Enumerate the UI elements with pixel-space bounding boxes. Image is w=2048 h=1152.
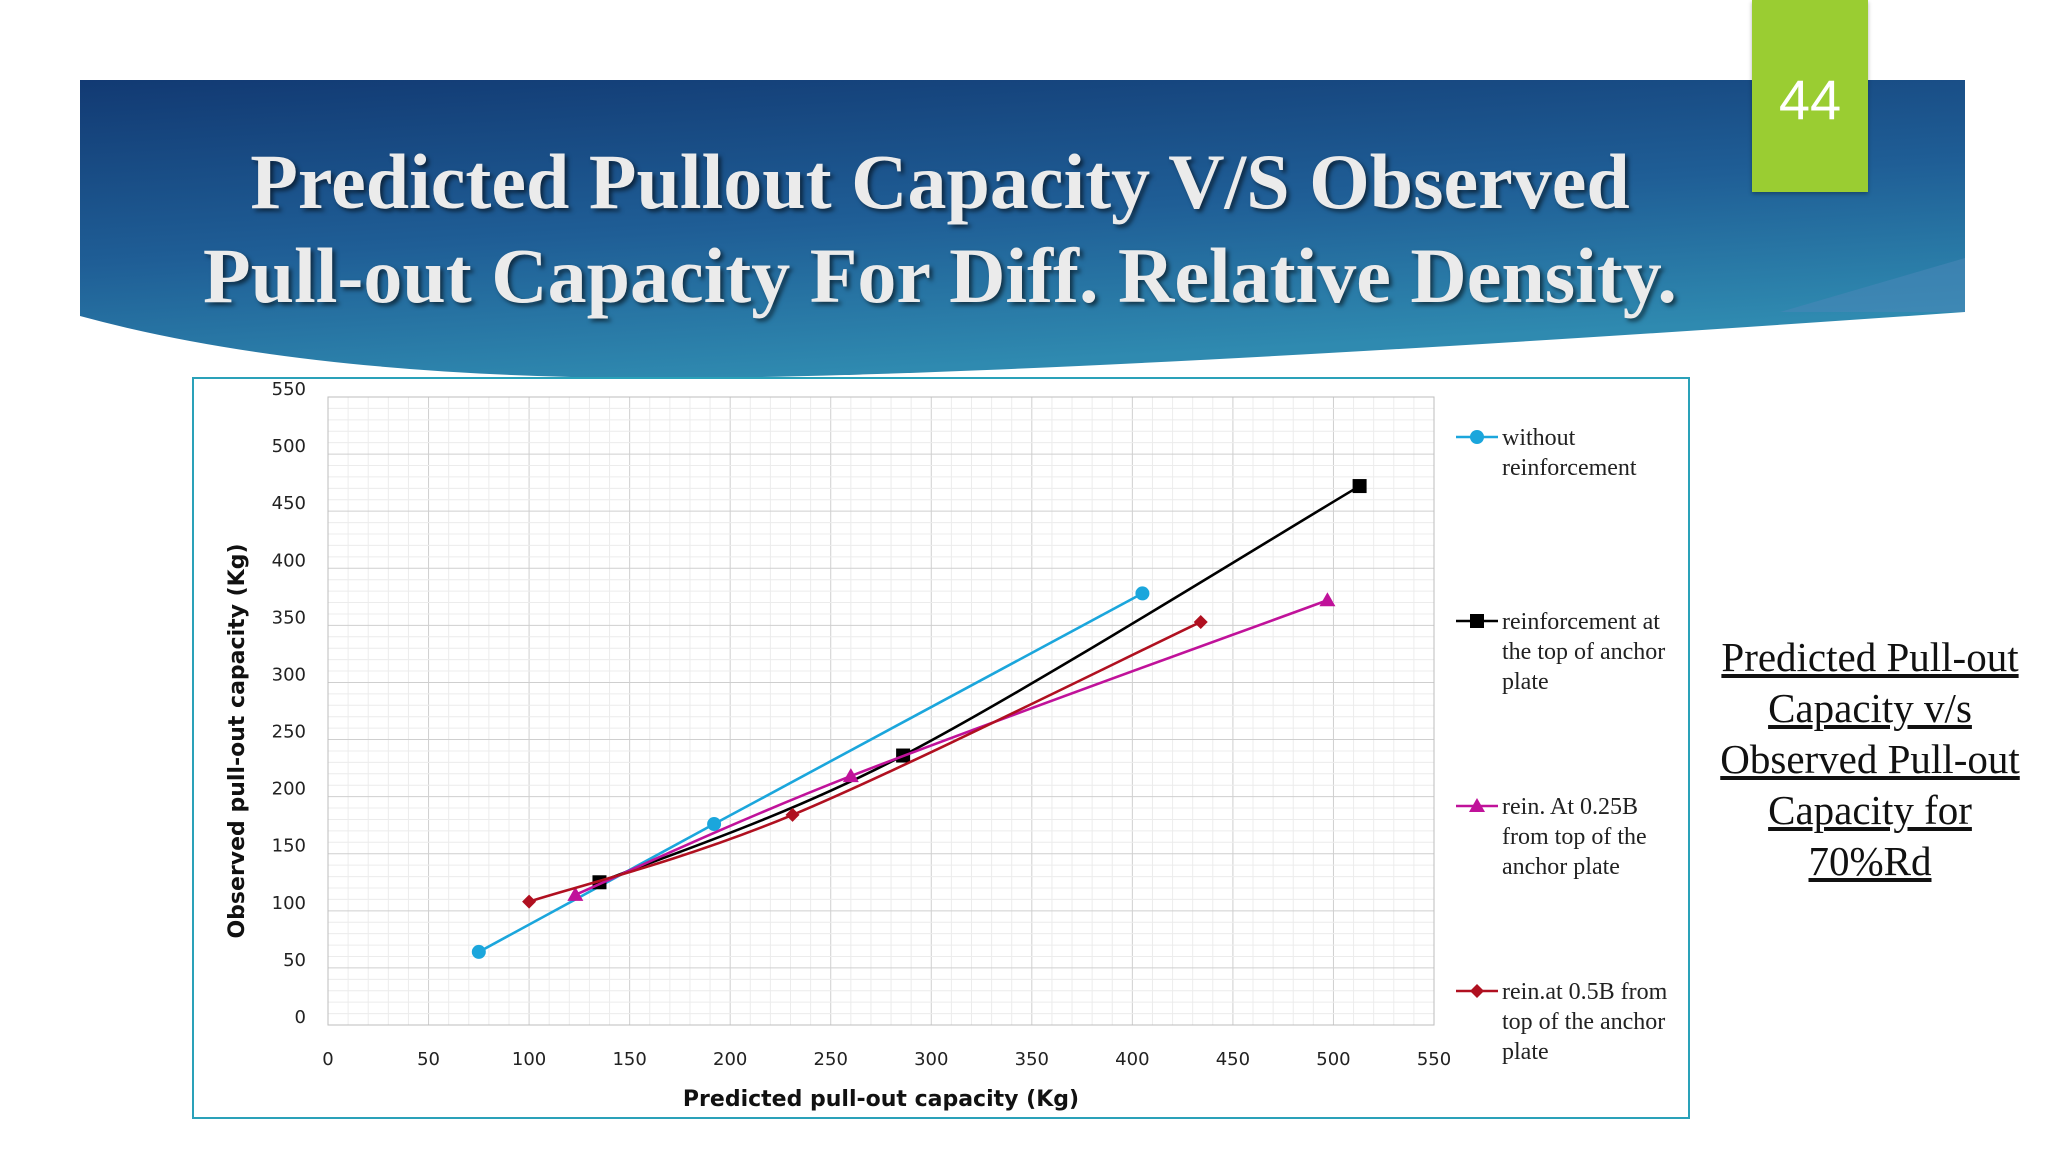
legend-label: rein. At 0.25B	[1502, 794, 1638, 820]
data-point	[707, 817, 722, 832]
series-line	[478, 592, 1144, 954]
y-tick-label: 550	[272, 379, 306, 400]
x-tick-label: 400	[1115, 1049, 1149, 1070]
legend-item-1: without reinforcement	[1456, 425, 1637, 481]
series-1	[471, 586, 1150, 959]
y-tick-label: 300	[272, 664, 306, 685]
data-point	[1470, 984, 1484, 998]
legend-label: anchor plate	[1502, 854, 1620, 880]
series-4	[522, 614, 1208, 909]
y-tick-label: 200	[272, 779, 306, 800]
y-tick-label: 250	[272, 722, 306, 743]
x-tick-label: 250	[814, 1049, 848, 1070]
x-axis-title: Predicted pull-out capacity (Kg)	[683, 1087, 1079, 1112]
data-point	[785, 807, 800, 822]
page-number-badge: 44	[1752, 0, 1868, 192]
data-point	[1319, 592, 1336, 607]
chart-grid	[327, 396, 1435, 1026]
x-tick-label: 50	[417, 1049, 440, 1070]
y-tick-label: 450	[272, 493, 306, 514]
x-tick-label: 550	[1417, 1049, 1451, 1070]
x-tick-label: 450	[1216, 1049, 1250, 1070]
legend-label: rein.at 0.5B from	[1502, 979, 1668, 1005]
legend-item-4: rein.at 0.5B from top of the anchor plate	[1456, 979, 1668, 1065]
x-tick-label: 100	[512, 1049, 546, 1070]
side-caption: Predicted Pull-out Capacity v/s Observed…	[1700, 632, 2040, 887]
series-line	[528, 620, 1202, 903]
side-caption-line-1: Predicted Pull-out	[1721, 634, 2019, 680]
x-tick-label: 200	[713, 1049, 747, 1070]
data-point	[1352, 479, 1367, 494]
data-point	[1193, 614, 1208, 629]
y-tick-label: 500	[272, 436, 306, 457]
data-point	[1469, 798, 1485, 812]
data-point	[1470, 430, 1484, 444]
x-tick-label: 150	[612, 1049, 646, 1070]
data-point	[1135, 586, 1150, 601]
y-tick-label: 100	[272, 893, 306, 914]
y-tick-label: 350	[272, 607, 306, 628]
data-point	[567, 886, 584, 901]
series-3	[567, 592, 1336, 901]
legend-label: from top of the	[1502, 824, 1647, 850]
x-tick-label: 500	[1316, 1049, 1350, 1070]
title-banner	[80, 80, 1965, 379]
series-line	[598, 484, 1361, 884]
side-caption-line-4: Capacity for	[1768, 787, 1972, 833]
plot-area	[327, 396, 1435, 1026]
y-tick-label: 150	[272, 836, 306, 857]
x-tick-label: 0	[322, 1049, 333, 1070]
side-caption-line-2: Capacity v/s	[1768, 685, 1972, 731]
chart-frame: 0 50 100 150 200 250 300 350 400 450 500 550 0 50 100 1…	[192, 377, 1690, 1119]
legend-label: plate	[1502, 1039, 1549, 1065]
legend-item-3: rein. At 0.25B from top of the anchor plat…	[1456, 794, 1647, 880]
legend-item-2: reinforcement at the top of anchor plate	[1456, 609, 1665, 695]
y-tick-label: 400	[272, 550, 306, 571]
series-line	[574, 599, 1328, 897]
slide-title-line-2: Pull-out Capacity For Diff. Relative Den…	[203, 232, 1677, 319]
x-tick-label: 350	[1015, 1049, 1049, 1070]
scatter-line-chart: 0 50 100 150 200 250 300 350 400 450 500 550 0 50 100 1…	[225, 379, 1668, 1112]
y-axis-title: Observed pull-out capacity (Kg)	[225, 543, 250, 938]
side-caption-line-3: Observed Pull-out	[1720, 736, 2020, 782]
y-tick-label: 0	[295, 1007, 306, 1028]
y-tick-label: 50	[283, 950, 306, 971]
legend-label: reinforcement at	[1502, 609, 1660, 635]
slide-title-line-1: Predicted Pullout Capacity V/S Observed	[250, 138, 1630, 225]
legend-label: without	[1502, 425, 1576, 451]
slide-title: Predicted Pullout Capacity V/S Observed …	[120, 135, 1760, 323]
legend-label: plate	[1502, 669, 1549, 695]
data-point	[1470, 614, 1484, 628]
legend-label: reinforcement	[1502, 455, 1637, 481]
side-caption-line-5: 70%Rd	[1808, 838, 1932, 884]
x-tick-label: 300	[914, 1049, 948, 1070]
legend-label: the top of anchor	[1502, 639, 1665, 665]
legend-label: top of the anchor	[1502, 1009, 1665, 1035]
data-point	[522, 894, 537, 909]
data-point	[842, 768, 859, 783]
data-point	[471, 944, 486, 959]
